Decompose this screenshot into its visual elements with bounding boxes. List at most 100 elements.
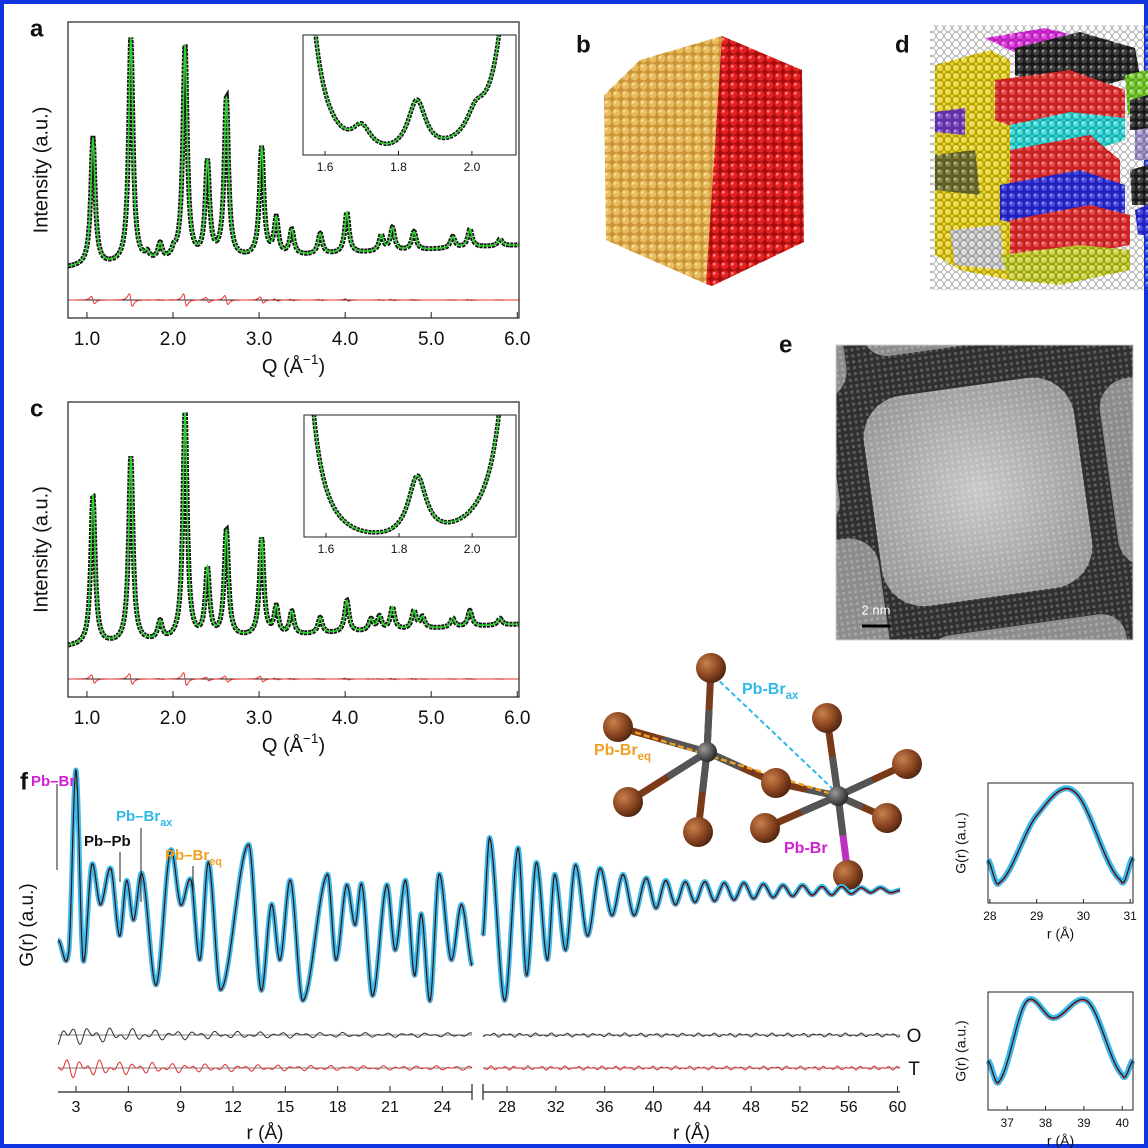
br-atom xyxy=(812,703,842,733)
ax-label: Pb-Brax xyxy=(742,681,799,702)
scale-bar-label: 2 nm xyxy=(862,602,891,617)
difference-curve xyxy=(57,1027,473,1046)
difference-curve xyxy=(482,1032,901,1038)
inset-x-tick-label: 1.6 xyxy=(318,542,335,556)
g-fit-orthorhombic xyxy=(58,768,473,1002)
difference-curve xyxy=(68,672,519,686)
x-tick-label: 36 xyxy=(596,1099,614,1116)
inset-background xyxy=(304,415,516,537)
x-tick-label: 18 xyxy=(329,1099,347,1116)
annotation-main: Pb–Br xyxy=(31,773,75,790)
inset-frame xyxy=(987,782,1134,904)
panel-d-model xyxy=(930,25,1148,290)
x-tick-label: 24 xyxy=(433,1099,451,1116)
inset-x-tick-label: 39 xyxy=(1077,1116,1091,1130)
br-atom xyxy=(872,803,902,833)
panel-e-image xyxy=(836,345,1133,640)
inset-x-tick-label: 40 xyxy=(1116,1116,1130,1130)
inset-background xyxy=(303,35,516,155)
inset-x-tick-label: 2.0 xyxy=(464,542,481,556)
annotation: Pb–Br xyxy=(31,773,75,790)
pb-br-label: Pb-Br xyxy=(784,840,828,857)
x-tick-label: 6.0 xyxy=(504,708,530,729)
annotation-main: Pb–Pb xyxy=(84,833,131,850)
panel-letter: f xyxy=(20,768,29,795)
difference-curve xyxy=(68,293,519,307)
eq-guide xyxy=(617,725,839,798)
panel-letter: a xyxy=(30,15,44,42)
panel-letter: e xyxy=(779,331,792,358)
x-tick-label: 48 xyxy=(742,1099,760,1116)
ax-label-sub: ax xyxy=(786,690,799,702)
panel-e-frame xyxy=(835,344,1134,641)
br-atom xyxy=(750,813,780,843)
inset-frame xyxy=(302,34,517,156)
br-atom xyxy=(613,787,643,817)
g-fit-orthorhombic xyxy=(482,836,900,1002)
difference-label: T xyxy=(908,1059,920,1080)
br-atom xyxy=(892,749,922,779)
x-tick-label: 6 xyxy=(124,1099,133,1116)
inset-x-tick-label: 1.6 xyxy=(317,160,334,174)
panel-letter: c xyxy=(30,395,43,422)
inset-x-tick-label: 38 xyxy=(1039,1116,1053,1130)
x-tick-label: 3 xyxy=(72,1099,81,1116)
difference-curve xyxy=(57,1059,473,1079)
annotation-sub: eq xyxy=(209,856,222,868)
annotation: Pb–Breq xyxy=(165,847,222,868)
axes-frame xyxy=(67,21,520,319)
inset-frame xyxy=(303,414,517,538)
axes-frame xyxy=(67,401,520,698)
x-tick-label: 1.0 xyxy=(74,329,100,350)
x-tick-label: 40 xyxy=(645,1099,663,1116)
g-fit-orthorhombic xyxy=(987,998,1134,1084)
annotation-main: Pb–Br xyxy=(165,847,209,864)
inset-x-tick-label: 30 xyxy=(1077,909,1091,923)
x-tick-label: 9 xyxy=(176,1099,185,1116)
x-tick-label: 2.0 xyxy=(160,708,186,729)
inset-frame xyxy=(987,991,1134,1111)
x-tick-label: 44 xyxy=(693,1099,711,1116)
difference-label: O xyxy=(907,1026,922,1047)
x-tick-label: 52 xyxy=(791,1099,809,1116)
annotation: Pb–Pb xyxy=(84,833,131,850)
inset-y-label: G(r) (a.u.) xyxy=(953,812,969,873)
fit-curve xyxy=(68,37,519,267)
br-atom xyxy=(696,653,726,683)
inset-x-tick-label: 31 xyxy=(1124,909,1138,923)
inset-x-tick-label: 28 xyxy=(983,909,997,923)
x-axis-label-close: ) xyxy=(318,735,325,757)
x-tick-label: 2.0 xyxy=(160,329,186,350)
x-tick-label: 15 xyxy=(276,1099,294,1116)
x-tick-label: 12 xyxy=(224,1099,242,1116)
x-tick-label: 28 xyxy=(498,1099,516,1116)
panel-letter: b xyxy=(576,31,591,58)
y-axis-label: Intensity (a.u.) xyxy=(30,107,52,234)
x-axis-label: r (Å) xyxy=(673,1123,710,1144)
x-axis-label-sup: −1 xyxy=(303,731,319,746)
inset-x-tick-label: 37 xyxy=(1001,1116,1015,1130)
inset-fit-curve xyxy=(314,35,500,145)
br-atom xyxy=(761,768,791,798)
eq-label-sub: eq xyxy=(638,751,651,763)
eq-label: Pb-Breq xyxy=(594,742,651,763)
x-tick-label: 5.0 xyxy=(418,329,444,350)
x-axis-label-sup: −1 xyxy=(303,352,319,367)
x-axis-label-main: Q (Å xyxy=(262,355,304,378)
br-atom xyxy=(603,712,633,742)
x-tick-label: 6.0 xyxy=(504,329,530,350)
br-atom xyxy=(683,817,713,847)
br-atom xyxy=(833,860,863,890)
x-axis-label: r (Å) xyxy=(247,1123,284,1144)
x-tick-label: 56 xyxy=(840,1099,858,1116)
y-axis-label: G(r) (a.u.) xyxy=(17,883,38,966)
annotation-sub: ax xyxy=(160,817,172,829)
ax-guide xyxy=(713,675,837,793)
pb-br-label-main: Pb-Br xyxy=(784,840,828,857)
x-tick-label: 21 xyxy=(381,1099,399,1116)
panel-letter: d xyxy=(895,31,910,58)
x-axis-label-close: ) xyxy=(318,356,325,378)
inset-x-tick-label: 1.8 xyxy=(391,542,408,556)
x-axis-label: Q (Å−1) xyxy=(262,352,325,378)
